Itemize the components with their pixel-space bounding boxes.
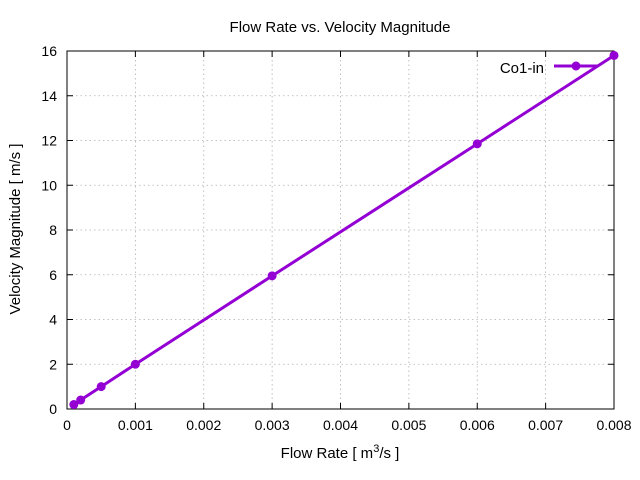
y-tick-label: 12 <box>41 133 57 149</box>
y-tick-label: 2 <box>49 356 57 372</box>
y-tick-label: 16 <box>41 43 57 59</box>
x-tick-label: 0.005 <box>391 417 426 433</box>
x-tick-label: 0.004 <box>323 417 358 433</box>
data-point <box>96 382 106 392</box>
y-tick-label: 8 <box>49 222 57 238</box>
chart-title: Flow Rate vs. Velocity Magnitude <box>230 19 451 36</box>
x-tick-label: 0.006 <box>460 417 495 433</box>
series-layer <box>69 50 619 410</box>
data-point <box>69 400 79 410</box>
data-point <box>267 271 277 281</box>
y-axis-label: Velocity Magnitude [ m/s ] <box>7 144 24 315</box>
data-point <box>130 359 140 369</box>
data-point <box>76 395 86 405</box>
x-tick-label: 0.001 <box>118 417 153 433</box>
legend-label: Co1-in <box>500 60 544 77</box>
y-tick-label: 4 <box>49 312 57 328</box>
x-axis: 0 0.001 0.002 0.003 0.004 0.005 0.006 0.007 0.00… <box>63 51 632 433</box>
y-tick-label: 10 <box>41 177 57 193</box>
y-axis: 0 2 4 6 8 10 12 14 16 <box>41 43 614 417</box>
y-tick-label: 14 <box>41 88 57 104</box>
x-axis-label: Flow Rate [ m3/s ] <box>281 443 400 462</box>
x-tick-label: 0 <box>63 417 71 433</box>
legend: Co1-in <box>500 60 598 77</box>
x-tick-label: 0.002 <box>186 417 221 433</box>
data-point <box>609 50 619 60</box>
data-point <box>472 139 482 149</box>
x-tick-label: 0.003 <box>255 417 290 433</box>
x-axis-label-superscript: 3 <box>373 443 379 455</box>
y-tick-label: 6 <box>49 267 57 283</box>
y-tick-label: 0 <box>49 401 57 417</box>
series-line <box>73 54 615 406</box>
x-tick-label: 0.007 <box>528 417 563 433</box>
x-tick-label: 0.008 <box>596 417 631 433</box>
grid-lines <box>67 51 614 409</box>
legend-marker <box>571 61 581 71</box>
